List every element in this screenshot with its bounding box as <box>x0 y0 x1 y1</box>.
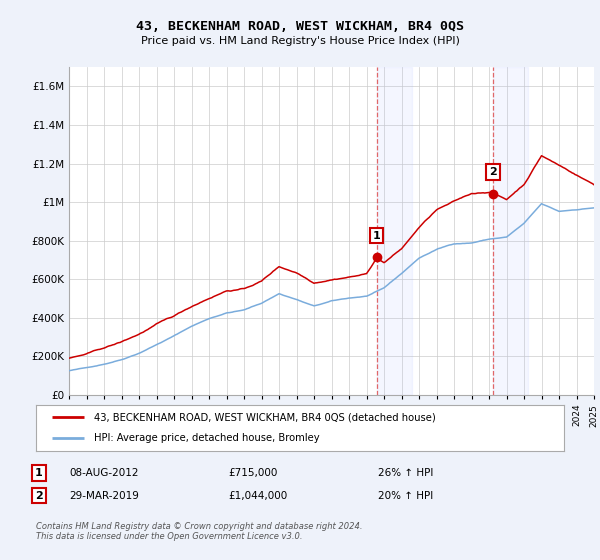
Text: £1,044,000: £1,044,000 <box>228 491 287 501</box>
Text: 20% ↑ HPI: 20% ↑ HPI <box>378 491 433 501</box>
Bar <box>493 67 528 395</box>
Text: HPI: Average price, detached house, Bromley: HPI: Average price, detached house, Brom… <box>94 433 320 444</box>
Text: 2: 2 <box>489 167 497 177</box>
Text: Contains HM Land Registry data © Crown copyright and database right 2024.
This d: Contains HM Land Registry data © Crown c… <box>36 522 362 542</box>
Text: £715,000: £715,000 <box>228 468 277 478</box>
Text: 1: 1 <box>373 231 380 241</box>
Text: 43, BECKENHAM ROAD, WEST WICKHAM, BR4 0QS: 43, BECKENHAM ROAD, WEST WICKHAM, BR4 0Q… <box>136 20 464 32</box>
Text: Price paid vs. HM Land Registry's House Price Index (HPI): Price paid vs. HM Land Registry's House … <box>140 36 460 46</box>
Text: 26% ↑ HPI: 26% ↑ HPI <box>378 468 433 478</box>
Text: 08-AUG-2012: 08-AUG-2012 <box>69 468 139 478</box>
Bar <box>377 67 412 395</box>
Text: 1: 1 <box>35 468 43 478</box>
Text: 43, BECKENHAM ROAD, WEST WICKHAM, BR4 0QS (detached house): 43, BECKENHAM ROAD, WEST WICKHAM, BR4 0Q… <box>94 412 436 422</box>
Text: 29-MAR-2019: 29-MAR-2019 <box>69 491 139 501</box>
Text: 2: 2 <box>35 491 43 501</box>
